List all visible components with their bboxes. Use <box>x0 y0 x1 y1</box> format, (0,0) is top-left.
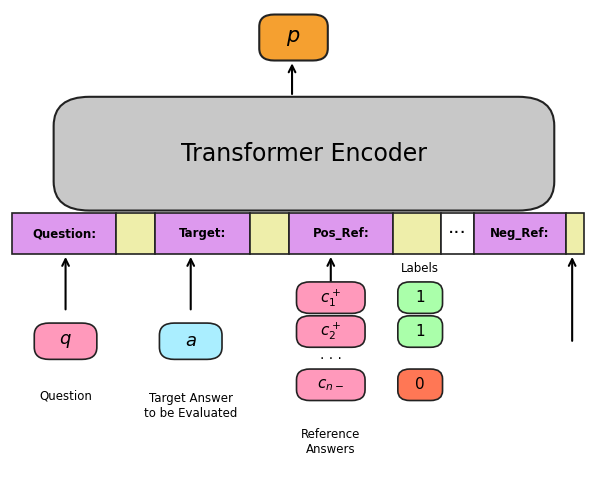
Text: $c_2^+$: $c_2^+$ <box>320 320 342 343</box>
Text: Target:: Target: <box>179 227 226 240</box>
FancyBboxPatch shape <box>297 369 365 401</box>
Text: Neg_Ref:: Neg_Ref: <box>491 227 550 240</box>
FancyBboxPatch shape <box>398 369 442 401</box>
Text: $a$: $a$ <box>185 332 197 350</box>
FancyBboxPatch shape <box>155 213 250 254</box>
Text: 1: 1 <box>415 290 425 305</box>
Text: $c_1^+$: $c_1^+$ <box>320 287 342 309</box>
FancyBboxPatch shape <box>441 213 474 254</box>
FancyBboxPatch shape <box>393 213 441 254</box>
Text: Question: Question <box>39 390 92 403</box>
FancyBboxPatch shape <box>297 282 365 314</box>
FancyBboxPatch shape <box>297 316 365 348</box>
Text: Target Answer
to be Evaluated: Target Answer to be Evaluated <box>144 392 237 420</box>
Text: $q$: $q$ <box>59 332 72 350</box>
FancyBboxPatch shape <box>160 323 222 359</box>
FancyBboxPatch shape <box>54 97 554 211</box>
FancyBboxPatch shape <box>35 323 97 359</box>
FancyBboxPatch shape <box>398 316 442 348</box>
Text: $p$: $p$ <box>286 28 301 47</box>
Text: ···: ··· <box>448 224 467 243</box>
FancyBboxPatch shape <box>398 282 442 314</box>
FancyBboxPatch shape <box>566 213 584 254</box>
FancyBboxPatch shape <box>474 213 566 254</box>
Text: 1: 1 <box>415 324 425 339</box>
Text: $c_{n-}$: $c_{n-}$ <box>317 377 344 393</box>
FancyBboxPatch shape <box>12 213 116 254</box>
FancyBboxPatch shape <box>116 213 155 254</box>
Text: Transformer Encoder: Transformer Encoder <box>181 142 427 166</box>
Text: · · ·: · · · <box>320 352 342 366</box>
Text: Labels: Labels <box>401 262 439 275</box>
Text: Question:: Question: <box>32 227 96 240</box>
Text: 0: 0 <box>415 378 425 392</box>
Text: Reference
Answers: Reference Answers <box>301 428 361 456</box>
FancyBboxPatch shape <box>289 213 393 254</box>
FancyBboxPatch shape <box>259 15 328 60</box>
Text: Pos_Ref:: Pos_Ref: <box>313 227 370 240</box>
FancyBboxPatch shape <box>250 213 289 254</box>
